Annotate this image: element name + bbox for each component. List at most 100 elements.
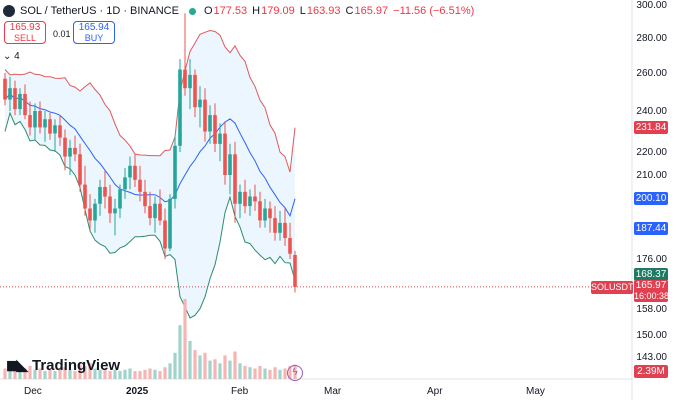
high-label: H [252, 5, 261, 17]
volume-bar [278, 369, 282, 379]
volume-bar [3, 368, 7, 379]
volume-bar [43, 371, 47, 379]
volume-bar [223, 355, 227, 379]
volume-bar [248, 367, 252, 379]
y-tick-label: 260.00 [636, 68, 667, 79]
candle-body [233, 154, 237, 204]
candle-body [33, 111, 37, 128]
candle-body [228, 154, 232, 175]
volume-bar [238, 363, 242, 379]
events-icon[interactable]: ϟ [287, 365, 303, 381]
candle-body [128, 165, 132, 178]
volume-bar [163, 367, 167, 379]
volume-bar [38, 368, 42, 379]
candle-body [173, 145, 177, 199]
volume-bar [158, 371, 162, 379]
bollinger-band-fill [5, 30, 295, 318]
sell-button[interactable]: 165.93 SELL [4, 21, 46, 44]
tradingview-logo[interactable]: ◼◣ TradingView [6, 356, 120, 375]
symbol-title[interactable]: SOL / TetherUS · 1D · BINANCE [20, 5, 179, 17]
volume-bar [168, 363, 172, 379]
volume-bar [268, 369, 272, 379]
candle-body [118, 189, 122, 209]
candle-body [143, 191, 147, 207]
volume-bar [228, 360, 232, 379]
low-label: L [299, 5, 306, 17]
x-label-feb: Feb [231, 386, 249, 397]
high-value: 179.09 [261, 5, 295, 17]
volume-bar [253, 368, 257, 379]
volume-bar [108, 371, 112, 379]
y-tick-label: 158.00 [636, 304, 667, 315]
y-tick-label: 210.00 [636, 170, 667, 181]
volume-bar [153, 369, 157, 379]
candle-body [288, 238, 292, 254]
tradingview-mark-icon: ◼◣ [6, 357, 28, 374]
x-label-may: May [526, 386, 545, 397]
bollinger-lower-line [4, 111, 296, 319]
indicator-count: 4 [14, 51, 20, 62]
volume-bar [213, 359, 217, 379]
candle-body [278, 222, 282, 233]
volume-bar [53, 371, 57, 379]
candle-body [78, 154, 82, 185]
volume-bar [78, 364, 82, 379]
volume-bar [23, 368, 27, 379]
volume-bar [48, 369, 52, 379]
volume-bar [93, 368, 97, 379]
current-price: 165.97 [635, 280, 667, 291]
volume-bar [178, 325, 182, 379]
volume-bar [193, 350, 197, 379]
volume-bar [183, 299, 187, 379]
candle-body [88, 208, 92, 221]
candle-body [73, 147, 77, 155]
volume-bar [133, 371, 137, 379]
candle-body [18, 93, 22, 110]
candle-body [58, 125, 62, 138]
volume-bar [58, 369, 62, 379]
candle-body [108, 196, 112, 214]
candle-body [158, 203, 162, 221]
volume-bar [73, 371, 77, 379]
candle-body [148, 206, 152, 219]
candle-body [83, 184, 87, 209]
candle-body [23, 93, 27, 116]
candle-body [188, 74, 192, 89]
candle-body [178, 69, 182, 146]
open-label: O [203, 5, 213, 17]
candle-body [273, 218, 277, 233]
buy-price: 165.94 [78, 22, 110, 33]
candle-body [93, 203, 97, 221]
x-label-mar: Mar [324, 386, 342, 397]
candle-body [248, 196, 252, 207]
volume-bar [128, 368, 132, 379]
buy-button[interactable]: 165.94 BUY [73, 21, 115, 44]
candle-body [48, 119, 52, 134]
candle-body [168, 198, 172, 249]
volume-bar [143, 369, 147, 379]
low-value: 163.93 [306, 5, 341, 17]
volume-bar [18, 371, 22, 379]
level-badge: 187.44 [634, 222, 668, 235]
candle-body [243, 191, 247, 207]
candle-body [38, 111, 42, 128]
current-price-badge: 165.97 16:00:38 [634, 280, 669, 302]
x-label-2025: 2025 [126, 386, 149, 397]
volume-bar [148, 368, 152, 379]
volume-badge: 2.39M [634, 365, 668, 378]
candle-body [198, 99, 202, 108]
symbol-logo-icon [3, 5, 15, 17]
volume-bar [13, 367, 17, 379]
open-value: 177.53 [213, 5, 248, 17]
volume-bar [33, 369, 37, 379]
volume-bar [263, 368, 267, 379]
volume-bar [8, 369, 12, 379]
candle-body [123, 177, 127, 190]
bollinger-upper-line [4, 29, 296, 173]
indicators-toggle[interactable]: ⌄ 4 [3, 51, 20, 62]
volume-bar [88, 363, 92, 379]
candle-body [113, 208, 117, 214]
x-label-dec: Dec [24, 386, 42, 397]
candle-body [28, 115, 32, 128]
